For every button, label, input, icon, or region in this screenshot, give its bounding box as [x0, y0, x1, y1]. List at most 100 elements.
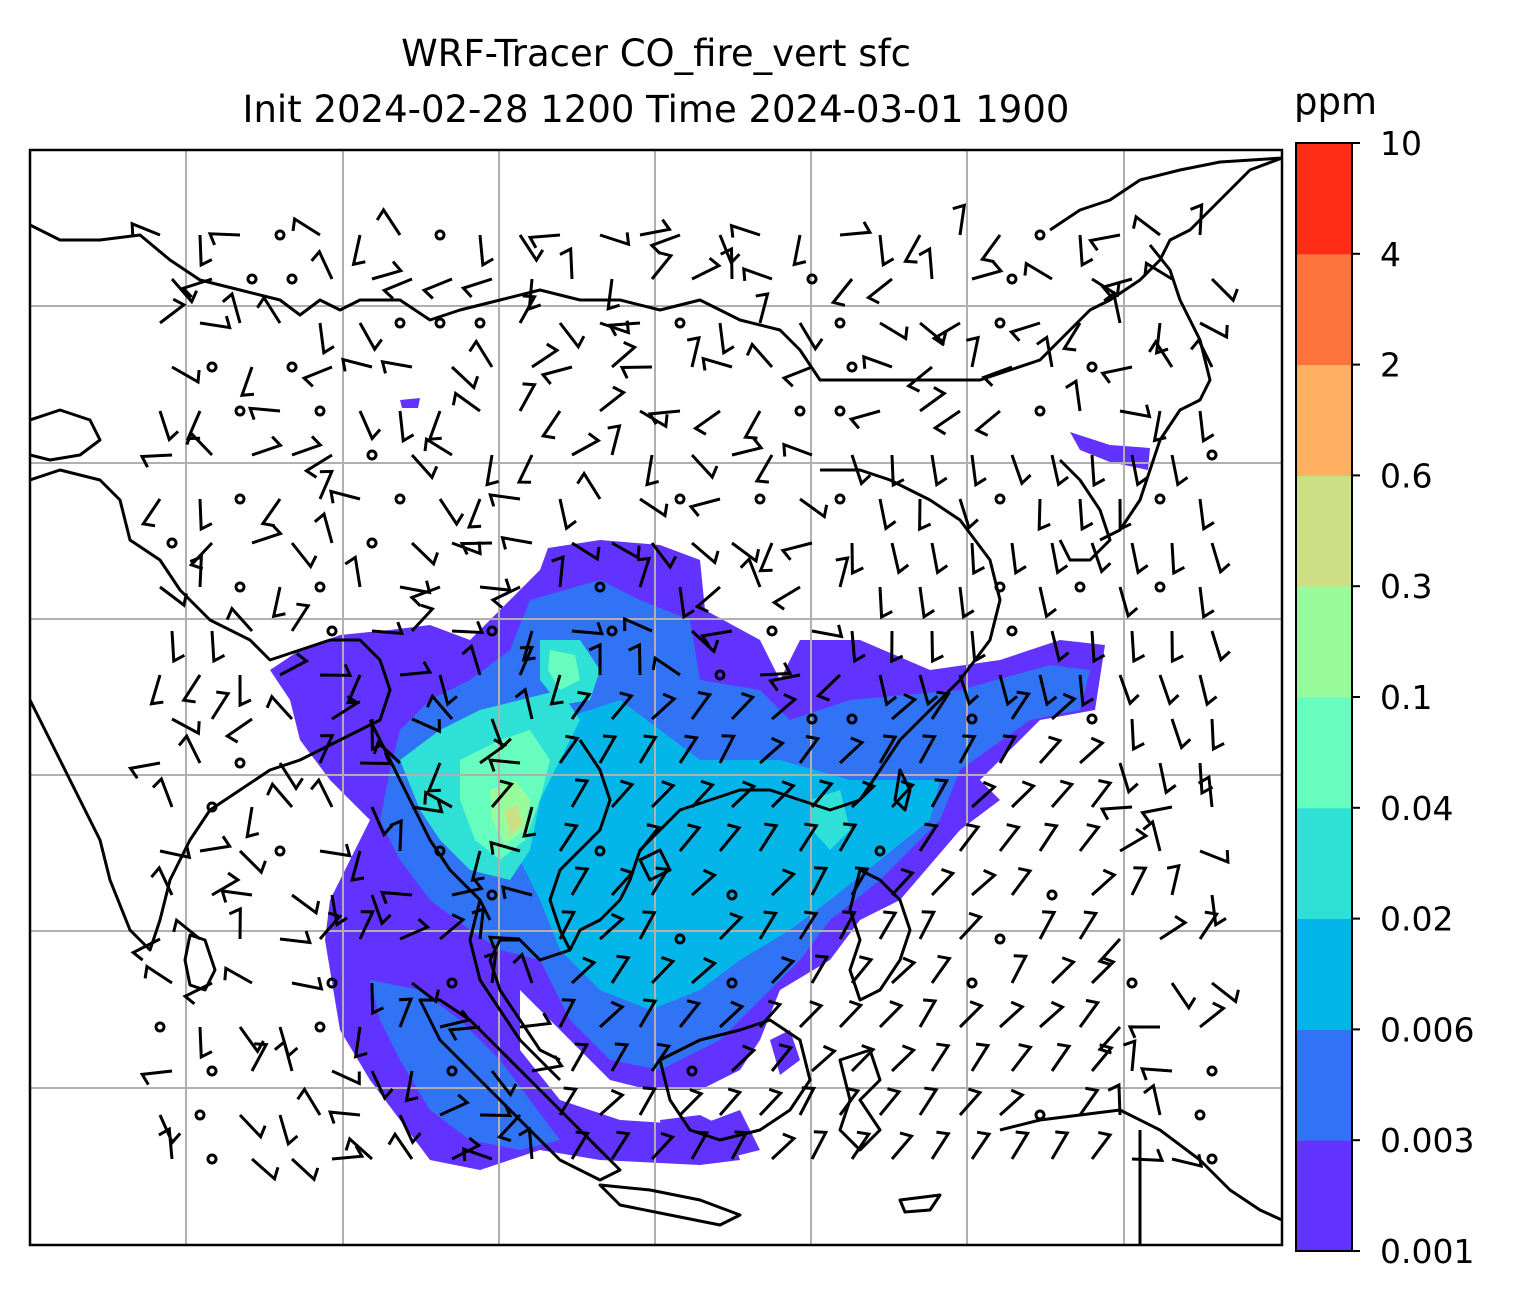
wind-barb: [251, 435, 284, 457]
wind-barb: [1118, 762, 1139, 795]
colorbar-segment: [1296, 586, 1352, 698]
colorbar-tick-label: 2: [1380, 346, 1401, 385]
wind-barb: [981, 365, 1013, 387]
wind-barb: [918, 910, 937, 940]
calm-wind-circle: [1154, 581, 1166, 593]
wind-barb: [970, 780, 998, 809]
wind-barb: [1158, 762, 1177, 795]
wind-barb: [172, 917, 201, 941]
wind-barb: [588, 642, 602, 676]
wind-barb: [460, 277, 493, 299]
wind-barb: [798, 910, 819, 940]
calm-wind-circle: [994, 933, 1006, 945]
colorbar-segment: [1296, 364, 1352, 476]
wind-barb: [1198, 910, 1220, 940]
wind-barb: [890, 454, 905, 488]
wind-barb: [619, 365, 653, 379]
calm-wind-circle: [1126, 977, 1138, 989]
calm-wind-circle: [1046, 889, 1058, 901]
wind-barb: [238, 674, 252, 708]
wind-barb: [905, 365, 933, 393]
wind-barb: [650, 1042, 672, 1072]
colorbar-segment: [1296, 475, 1352, 587]
calm-wind-circle: [474, 317, 486, 329]
wind-barb: [159, 585, 188, 608]
coast-se-china: [638, 788, 861, 852]
wind-barb: [181, 674, 202, 704]
wind-barb: [974, 409, 1001, 437]
wind-barb: [610, 1042, 630, 1072]
wind-barb: [558, 734, 580, 764]
wind-barb: [930, 1042, 951, 1072]
wind-barb: [470, 850, 485, 882]
colorbar-tick-label: 0.001: [1380, 1232, 1474, 1271]
wind-barb: [512, 952, 534, 984]
wind-barb: [1090, 868, 1118, 897]
wind-barb: [611, 541, 641, 561]
wind-barb: [691, 256, 722, 281]
calm-wind-circle: [1074, 581, 1086, 593]
wind-barb: [271, 586, 286, 619]
wind-barb: [576, 470, 602, 500]
calm-wind-circle: [1086, 361, 1098, 373]
wind-barb: [771, 693, 798, 721]
wind-barb: [1010, 954, 1029, 984]
coast-sumatra: [418, 998, 622, 1182]
wind-barb: [411, 717, 441, 734]
wind-barb: [210, 630, 226, 664]
wind-barb: [570, 1130, 591, 1160]
contour-0.001-north: [1070, 432, 1150, 470]
wind-barb: [439, 1093, 471, 1117]
wind-barb: [439, 913, 466, 941]
wind-barb: [932, 409, 961, 436]
calm-wind-circle: [486, 889, 498, 901]
wind-barb: [251, 523, 284, 545]
wind-barb: [1010, 690, 1032, 720]
wind-barb: [607, 424, 622, 456]
wind-barb: [970, 454, 987, 488]
wind-barb: [878, 734, 898, 764]
coast-korea: [1058, 458, 1112, 562]
coast-india: [30, 468, 392, 952]
wind-barb: [918, 822, 939, 852]
wind-barb: [198, 498, 213, 532]
wind-barb: [1010, 866, 1033, 896]
wind-barb: [731, 541, 761, 564]
wind-barb: [329, 489, 361, 504]
wind-barb: [862, 354, 893, 369]
coast-timor: [898, 1193, 942, 1214]
calm-wind-circle: [234, 493, 246, 505]
border-china-north: [30, 156, 1282, 382]
wind-barb: [370, 806, 394, 838]
wind-barb: [850, 630, 866, 664]
wind-barb: [890, 1131, 915, 1160]
wind-barb: [558, 822, 580, 852]
wind-barb: [958, 1087, 983, 1116]
calm-wind-circle: [234, 581, 246, 593]
wind-barb: [1097, 937, 1122, 967]
wind-barb: [571, 621, 605, 636]
wind-barb: [970, 630, 986, 664]
wind-barb: [718, 1087, 743, 1116]
wind-barb: [639, 409, 669, 429]
wind-barb: [570, 956, 597, 985]
coast-gulf-thailand: [488, 938, 571, 1062]
wind-barb: [496, 1113, 522, 1143]
wind-barb: [903, 234, 922, 264]
wind-barb: [1090, 956, 1117, 985]
wind-barb: [518, 645, 535, 676]
calm-wind-circle: [994, 317, 1006, 329]
wind-barb: [930, 954, 952, 984]
wind-barb: [570, 866, 590, 896]
wind-barb: [1130, 630, 1146, 664]
wind-barb: [919, 386, 948, 413]
wind-barb: [379, 890, 413, 905]
wind-barb: [514, 687, 534, 720]
wind-barb: [638, 734, 658, 764]
wind-barbs: [127, 202, 1240, 1183]
wind-barb: [650, 866, 671, 896]
wind-barb: [1050, 630, 1070, 663]
wind-barb: [918, 586, 935, 620]
wind-barb: [1078, 736, 1106, 765]
wind-barb: [878, 910, 898, 940]
